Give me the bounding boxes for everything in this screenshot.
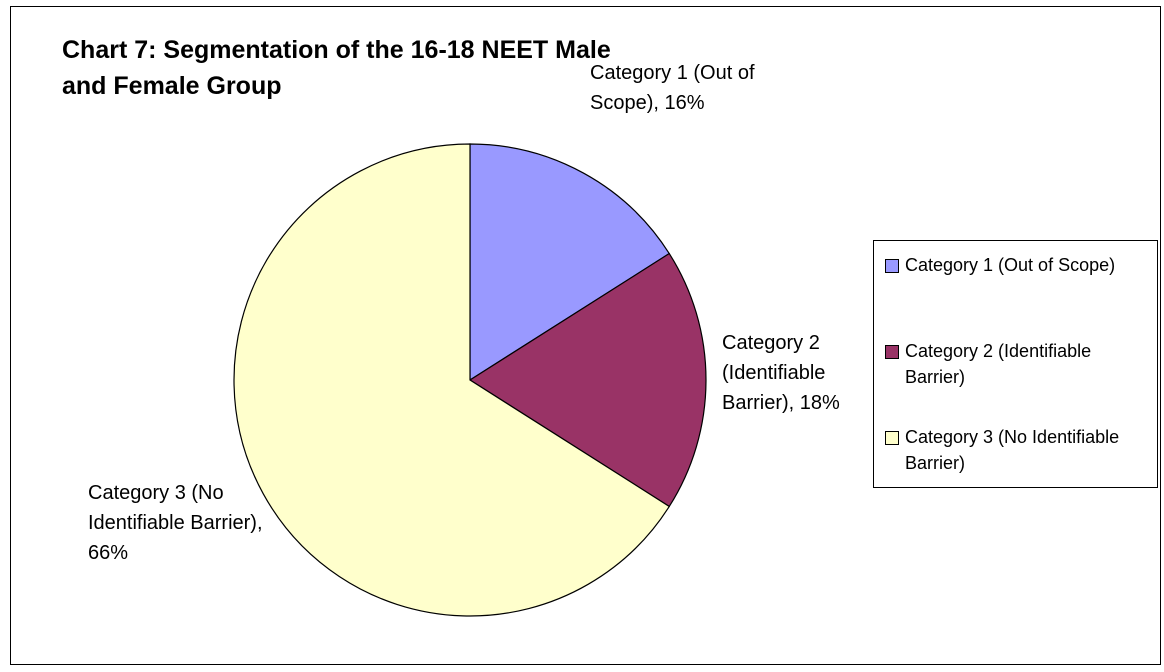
data-label: Category 3 (No Identifiable Barrier), 66…: [88, 482, 263, 564]
data-label: Category 1 (Out of Scope), 16%: [590, 62, 755, 114]
legend-swatch: [885, 431, 899, 445]
legend-label: Category 2 (Identifiable Barrier): [905, 341, 1092, 387]
pie-slice: [233, 143, 671, 617]
legend-swatch: [885, 345, 899, 359]
pie-slice: [469, 143, 671, 382]
pie-slice: [468, 252, 707, 508]
legend-swatch: [885, 259, 899, 273]
legend-label: Category 3 (No Identifiable Barrier): [905, 427, 1120, 473]
data-label: Category 2 (Identifiable Barrier), 18%: [722, 332, 840, 414]
legend-box: [873, 240, 1158, 488]
chart-title: Chart 7: Segmentation of the 16-18 NEET …: [62, 36, 611, 100]
legend-label: Category 1 (Out of Scope): [905, 255, 1116, 275]
